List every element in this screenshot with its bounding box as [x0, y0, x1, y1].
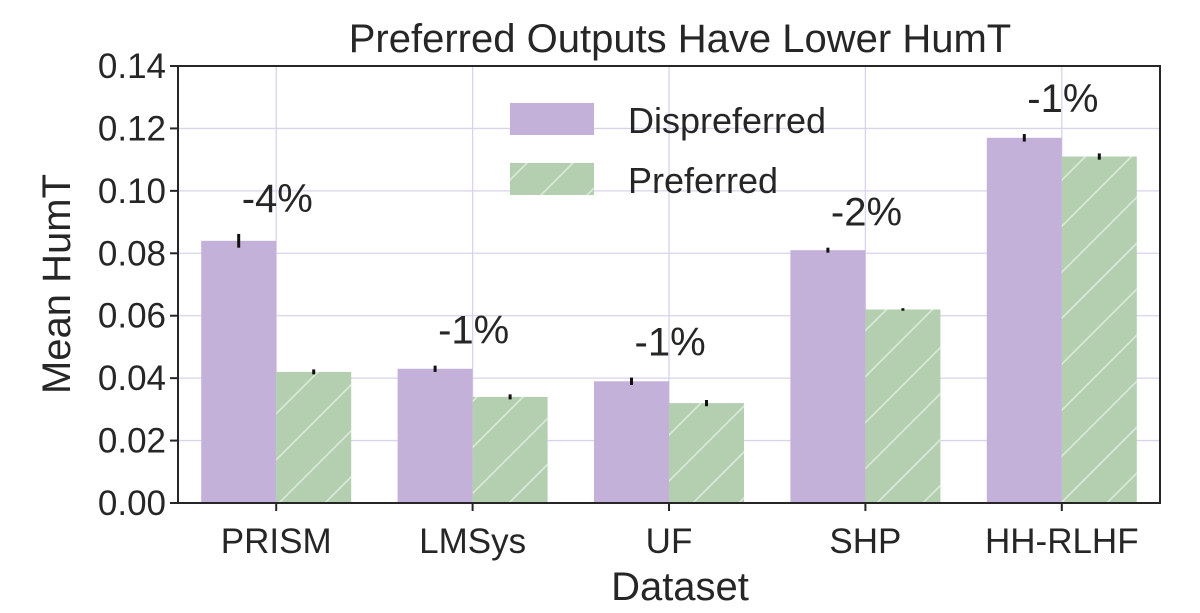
plot-frame: [177, 65, 1161, 504]
percent-change-label: -2%: [831, 191, 902, 235]
percent-change-label: -1%: [438, 309, 509, 353]
bar-dispreferred: [594, 381, 669, 503]
x-tick-label: PRISM: [221, 522, 332, 561]
axes: 0.00 0.02 0.04 0.06 0.08 0.10 0.12 0.14 PRISM LMS…: [98, 47, 1161, 561]
y-tick-label: 0.04: [98, 359, 166, 398]
y-tick-label: 0.12: [98, 109, 166, 148]
chart-title: Preferred Outputs Have Lower HumT: [349, 17, 1011, 61]
annotations: -4% -1% -1% -2% -1%: [242, 77, 1099, 364]
x-tick-label: SHP: [829, 522, 901, 561]
bars: [201, 137, 1137, 504]
y-tick-label: 0.06: [98, 297, 166, 336]
legend-swatch-dispreferred: [510, 103, 594, 135]
bar-dispreferred: [397, 368, 473, 503]
x-tick-label: UF: [646, 522, 693, 561]
y-axis-label: Mean HumT: [35, 174, 79, 394]
legend-label-preferred: Preferred: [628, 160, 778, 201]
bar-hatch: [669, 403, 744, 503]
x-axis-label: Dataset: [611, 565, 749, 609]
x-tick-label: HH-RLHF: [985, 522, 1139, 561]
y-tick-label: 0.14: [98, 47, 166, 86]
bar-hatch: [276, 371, 352, 503]
y-tick-label: 0.08: [98, 234, 166, 273]
legend-swatch-hatch: [510, 163, 594, 195]
legend-label-dispreferred: Dispreferred: [628, 100, 826, 141]
bar-dispreferred: [201, 240, 277, 504]
x-tick-label: LMSys: [419, 522, 526, 561]
error-bars: [237, 134, 1101, 407]
y-tick-label: 0.10: [98, 172, 166, 211]
percent-change-label: -1%: [1027, 77, 1098, 121]
percent-change-label: -1%: [635, 321, 706, 365]
bar-dispreferred: [986, 137, 1062, 504]
bar-hatch: [865, 309, 941, 503]
y-tick-label: 0.02: [98, 422, 166, 461]
legend: Dispreferred Preferred: [510, 100, 826, 201]
bar-hatch: [472, 396, 548, 503]
percent-change-label: -4%: [242, 177, 313, 221]
bar-hatch: [1061, 156, 1137, 503]
bar-dispreferred: [790, 250, 866, 503]
y-tick-label: 0.00: [98, 484, 166, 523]
